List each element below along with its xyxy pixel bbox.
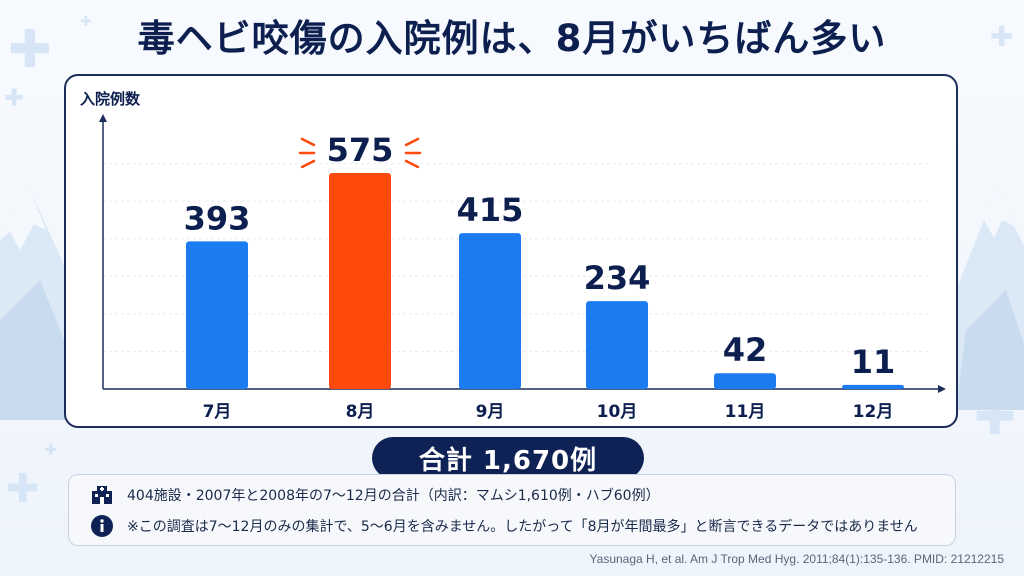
x-tick-label: 7月 (203, 402, 232, 422)
data-label: 11 (851, 343, 896, 381)
bar-9月 (459, 233, 521, 389)
x-tick-label: 11月 (725, 402, 766, 422)
citation: Yasunaga H, et al. Am J Trop Med Hyg. 20… (589, 552, 1004, 566)
x-axis-arrow (938, 385, 946, 393)
bar-8月 (329, 172, 391, 389)
cross-decoration-icon: ✚ (44, 440, 58, 459)
cross-decoration-icon: ✚ (8, 20, 52, 80)
data-label: 42 (723, 331, 768, 369)
note-text: ※この調査は7〜12月のみの集計で、5〜6月を含みません。したがって「8月が年間… (127, 519, 918, 535)
note-row-source: 404施設・2007年と2008年の7〜12月の合計（内訳：マムシ1,610例・… (91, 484, 660, 506)
cross-decoration-icon: ✚ (990, 20, 1014, 53)
info-icon (91, 515, 113, 537)
total-badge: 合計 1,670例 (372, 437, 644, 479)
data-label: 415 (457, 191, 524, 229)
hospital-icon (91, 484, 113, 506)
x-tick-label: 8月 (346, 402, 375, 422)
cross-decoration-icon: ✚ (80, 14, 92, 30)
page-title: 毒ヘビ咬傷の入院例は、8月がいちばん多い (137, 17, 887, 60)
bar-12月 (842, 384, 904, 389)
x-tick-label: 9月 (476, 402, 505, 422)
chart-panel: 入院例数 393 7月 575 8月 415 9月 234 10月 42 11月 11 12月 (64, 74, 958, 428)
mountain-right-decoration (956, 190, 1024, 410)
mountain-left-decoration (0, 190, 80, 420)
data-label: 575 (327, 131, 394, 169)
y-axis-arrow (99, 114, 107, 122)
y-axis-label: 入院例数 (80, 90, 141, 108)
highlight-burst-mark (300, 137, 316, 147)
highlight-burst-mark (300, 159, 316, 169)
bar-7月 (186, 241, 248, 389)
note-text: 404施設・2007年と2008年の7〜12月の合計（内訳：マムシ1,610例・… (127, 488, 660, 504)
data-label: 393 (184, 199, 251, 237)
cross-decoration-icon: ✚ (4, 84, 25, 112)
data-label: 234 (584, 259, 651, 297)
note-row-caveat: ※この調査は7〜12月のみの集計で、5〜6月を含みません。したがって「8月が年間… (91, 515, 918, 537)
highlight-burst-mark (404, 137, 420, 147)
bar-11月 (714, 373, 776, 389)
x-tick-label: 10月 (597, 402, 638, 422)
highlight-burst-mark (404, 159, 420, 169)
notes-panel: 404施設・2007年と2008年の7〜12月の合計（内訳：マムシ1,610例・… (68, 474, 956, 546)
bar-chart: 入院例数 393 7月 575 8月 415 9月 234 10月 42 11月 11 12月 (80, 90, 946, 422)
cross-decoration-icon: ✚ (6, 466, 40, 512)
x-tick-label: 12月 (853, 402, 894, 422)
bar-10月 (586, 301, 648, 389)
